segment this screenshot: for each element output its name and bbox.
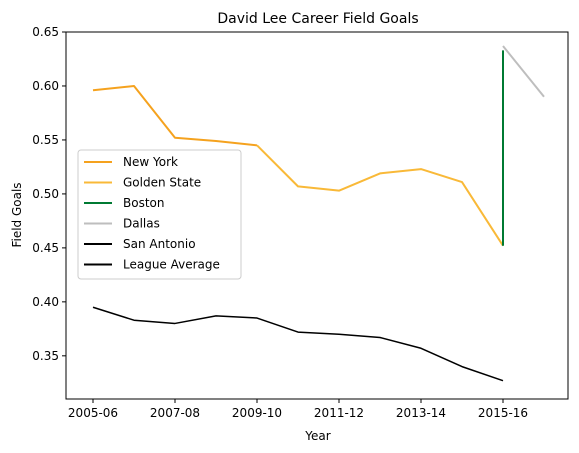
legend: New York Golden State Boston Dallas San Anto…: [77, 149, 242, 280]
y-axis: 0.35 0.40 0.45 0.50 0.55 0.60 0.65: [32, 25, 66, 363]
series-line-new-york: [92, 84, 258, 147]
series-line-golden-state: [256, 144, 504, 247]
y-tick-label: 0.40: [32, 295, 59, 309]
legend-label: Boston: [123, 196, 164, 210]
x-axis-label: Year: [304, 429, 330, 443]
legend-box: [77, 149, 242, 280]
y-tick-label: 0.60: [32, 79, 59, 93]
plot-area: [92, 45, 545, 382]
x-tick-label: 2015-16: [478, 406, 528, 420]
series-line-dallas: [502, 45, 545, 98]
y-tick-label: 0.55: [32, 133, 59, 147]
y-tick-label: 0.35: [32, 349, 59, 363]
y-tick-label: 0.50: [32, 187, 59, 201]
y-tick-label: 0.65: [32, 25, 59, 39]
legend-label: League Average: [123, 258, 220, 272]
x-tick-label: 2005-06: [68, 406, 118, 420]
y-tick-label: 0.45: [32, 241, 59, 255]
legend-label: Dallas: [123, 217, 160, 231]
x-axis: 2005-06 2007-08 2009-10 2011-12 2013-14 2015-…: [68, 399, 528, 420]
x-tick-label: 2007-08: [150, 406, 200, 420]
legend-label: New York: [123, 155, 178, 169]
y-axis-label: Field Goals: [10, 182, 24, 247]
series-line-league-average: [92, 306, 504, 382]
axes-frame: [65, 31, 569, 400]
legend-label: San Antonio: [123, 237, 196, 251]
legend-label: Golden State: [123, 176, 201, 190]
x-tick-label: 2009-10: [232, 406, 282, 420]
chart-title: David Lee Career Field Goals: [217, 11, 418, 27]
x-tick-label: 2013-14: [396, 406, 446, 420]
x-tick-label: 2011-12: [314, 406, 364, 420]
